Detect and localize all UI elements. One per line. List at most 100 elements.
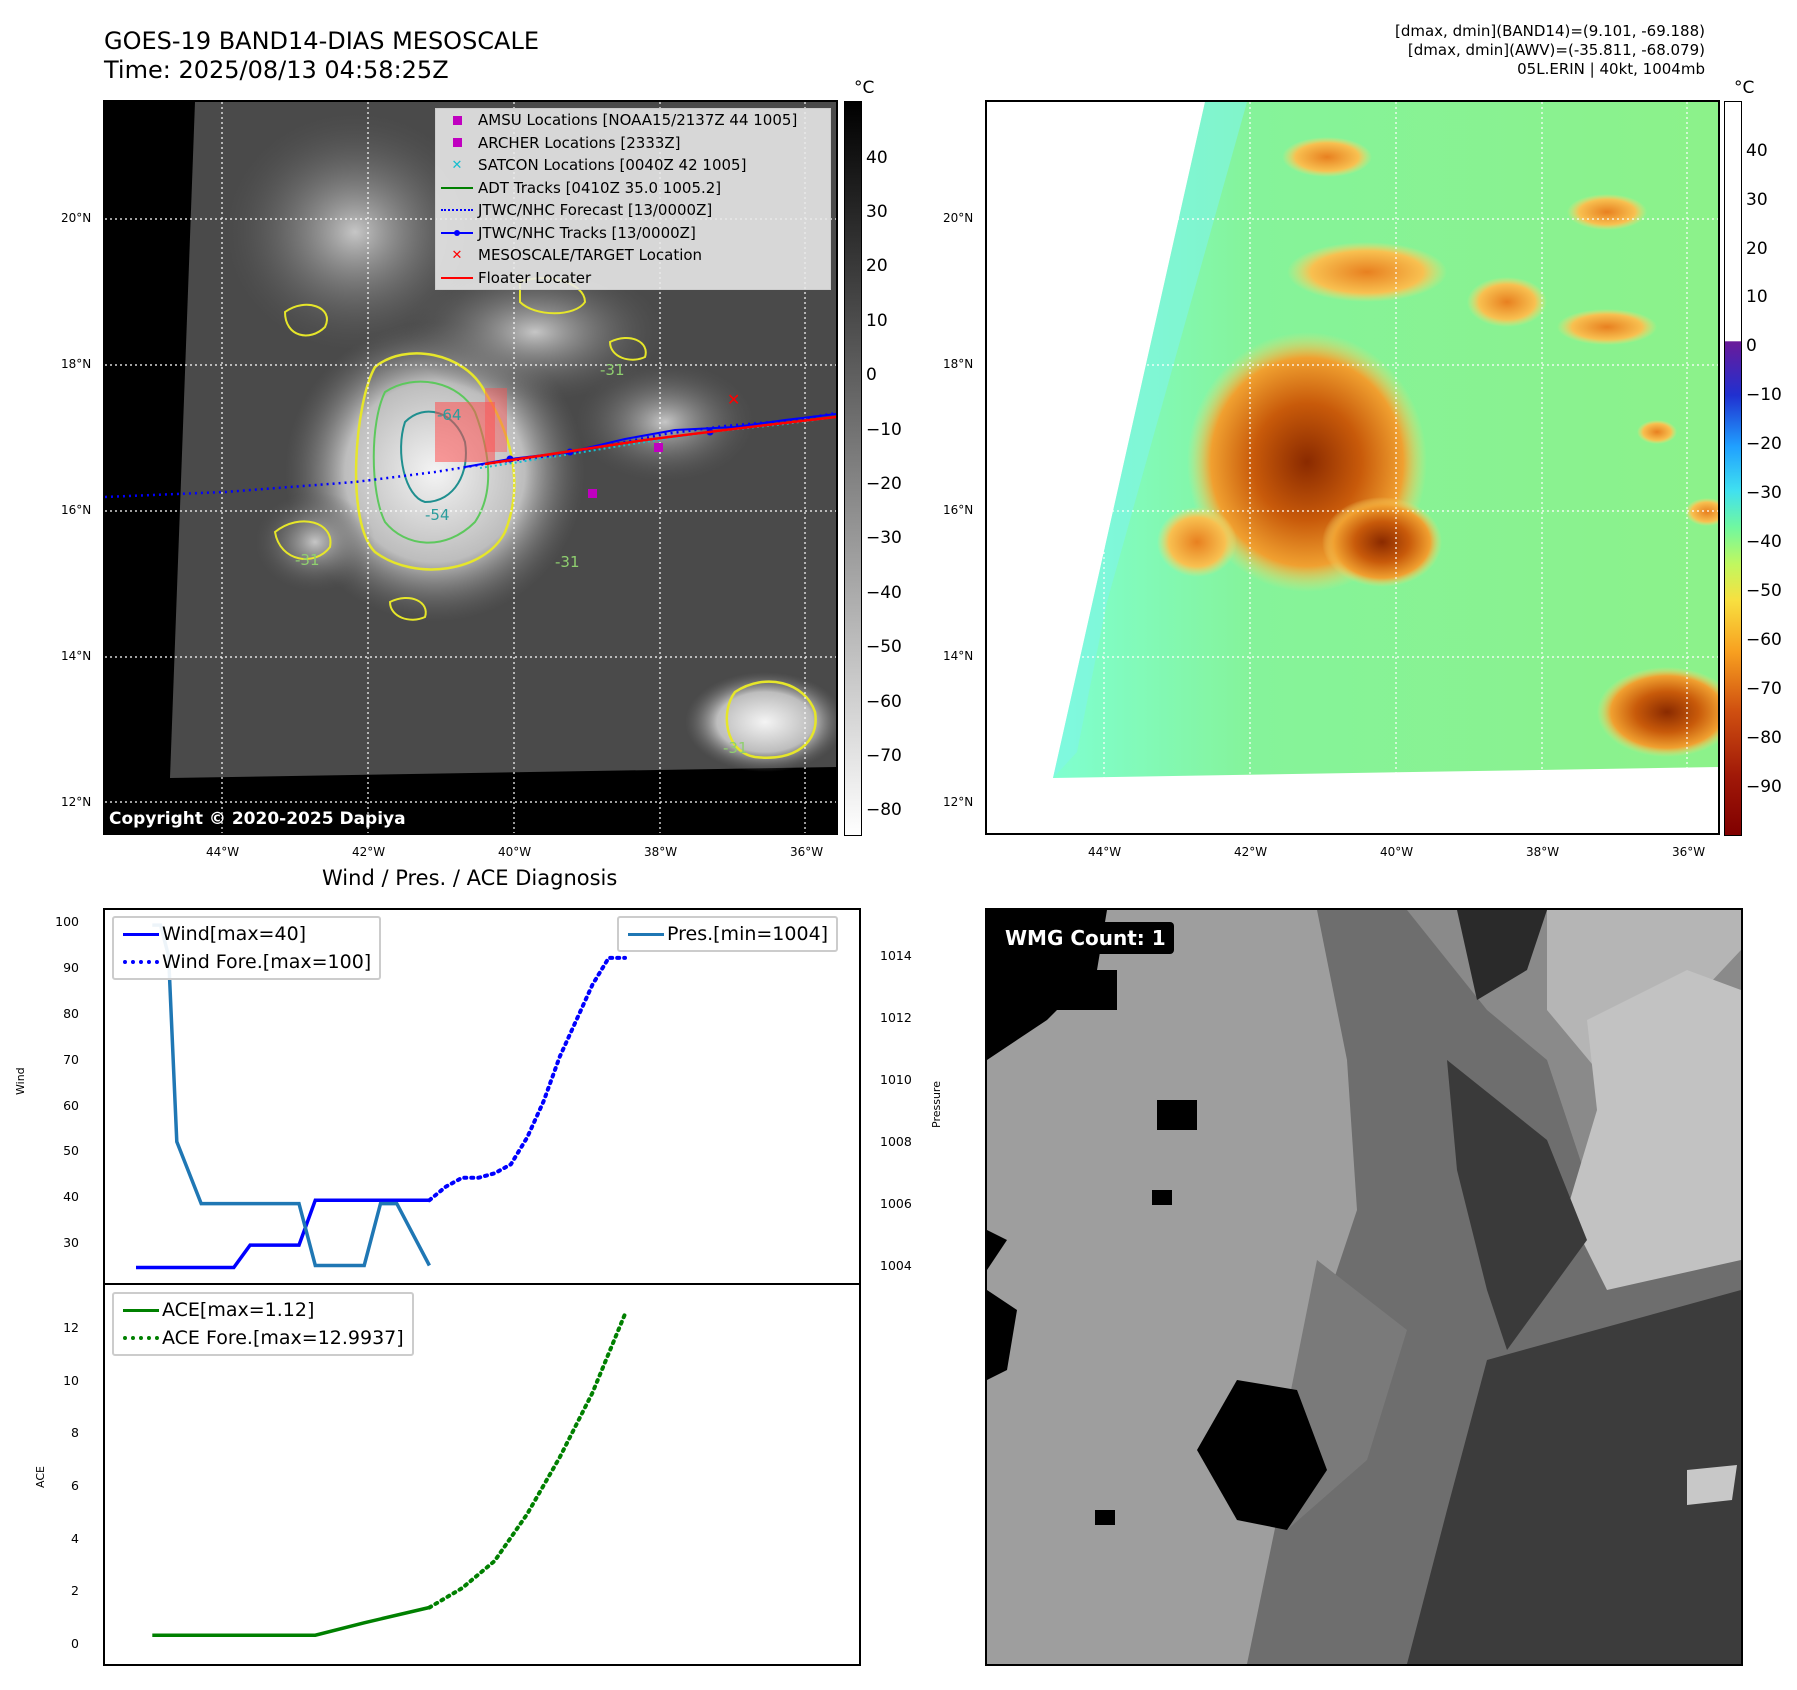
legend-item-adt: ADT Tracks [0410Z 35.0 1005.2] <box>436 177 830 200</box>
awv-colorbar-tick: −60 <box>1746 630 1782 650</box>
legend-item-ace-forecast: ACE Fore.[max=12.9937] <box>120 1324 404 1352</box>
diagnosis-title: Wind / Pres. / ACE Diagnosis <box>322 866 618 890</box>
wind-legend: Wind[max=40] Wind Fore.[max=100] <box>112 916 382 980</box>
ace-plot <box>152 1312 627 1637</box>
wind-axis-label: Wind <box>14 1067 27 1095</box>
awv-colorbar-tick: −50 <box>1746 581 1782 601</box>
ace-tick: 8 <box>71 1425 79 1440</box>
lat-tick: 12°N <box>61 795 92 809</box>
pressure-axis-label: Pressure <box>930 1081 943 1128</box>
wind-plot <box>136 955 627 1270</box>
wind-tick: 60 <box>63 1098 79 1113</box>
legend-x-marker: ✕ <box>451 247 463 263</box>
pressure-legend: Pres.[min=1004] <box>617 916 839 952</box>
ir-colorbar-tick: 40 <box>866 148 888 168</box>
ir-map-legend: AMSU Locations [NOAA15/2137Z 44 1005] AR… <box>435 108 831 290</box>
contour-label: -31 <box>600 361 625 379</box>
wind-tick: 70 <box>63 1052 79 1067</box>
ace-axis-label: ACE <box>34 1466 47 1488</box>
ir-colorbar-tick: −30 <box>866 528 902 548</box>
lat-tick: 16°N <box>61 503 92 517</box>
contour-label: -31 <box>555 553 580 571</box>
pressure-tick: 1012 <box>880 1010 912 1025</box>
awv-colorbar-tick: 30 <box>1746 190 1768 210</box>
awv-map-image <box>987 102 1718 833</box>
wmg-count-label: WMG Count: 1 <box>997 922 1174 954</box>
ir-map-panel[interactable]: ✕ -64 -54 -31 -31 -31 -31 Copyright © 20… <box>103 100 838 835</box>
lon-tick: 38°W <box>1526 845 1560 859</box>
info-line-3: 05L.ERIN | 40kt, 1004mb <box>1517 60 1705 78</box>
info-block: [dmax, dmin](BAND14)=(9.101, -69.188) [d… <box>1105 22 1705 79</box>
legend-item-satcon: ✕ SATCON Locations [0040Z 42 1005] <box>436 154 830 177</box>
lat-tick: 14°N <box>61 649 92 663</box>
ace-forecast-series-line <box>427 1312 627 1610</box>
legend-item-ace: ACE[max=1.12] <box>120 1296 404 1324</box>
lon-tick: 40°W <box>1380 845 1414 859</box>
wind-forecast-series-line <box>427 955 627 1203</box>
ir-colorbar-tick: −10 <box>866 420 902 440</box>
wind-series-line <box>136 1198 430 1270</box>
copyright-text: Copyright © 2020-2025 Dapiya <box>109 809 406 829</box>
lon-tick: 36°W <box>1672 845 1706 859</box>
diagnosis-chart <box>136 923 627 1637</box>
awv-colorbar-tick: −90 <box>1746 777 1782 797</box>
lon-tick: 42°W <box>352 845 386 859</box>
wmg-image <box>987 910 1741 1664</box>
ir-colorbar-tick: −50 <box>866 637 902 657</box>
ace-tick: 10 <box>63 1373 79 1388</box>
awv-colorbar-tick: −40 <box>1746 532 1782 552</box>
awv-colorbar-tick: 40 <box>1746 141 1768 161</box>
lat-tick: 20°N <box>61 211 92 225</box>
lat-tick: 12°N <box>943 795 974 809</box>
ir-colorbar-unit: °C <box>854 78 875 98</box>
legend-item-floater: Floater Locater <box>436 267 830 290</box>
lat-tick: 14°N <box>943 649 974 663</box>
legend-item-tracks: JTWC/NHC Tracks [13/0000Z] <box>436 222 830 245</box>
contour-label: -31 <box>295 551 320 569</box>
wind-tick: 90 <box>63 960 79 975</box>
ace-series-line <box>152 1605 430 1637</box>
ir-colorbar-tick: 10 <box>866 311 888 331</box>
pressure-tick: 1014 <box>880 948 912 963</box>
ir-colorbar <box>844 101 862 836</box>
wmg-panel[interactable]: WMG Count: 1 <box>985 908 1743 1666</box>
info-line-1: [dmax, dmin](BAND14)=(9.101, -69.188) <box>1394 22 1705 40</box>
legend-item-wind: Wind[max=40] <box>120 920 371 948</box>
awv-colorbar-tick: −80 <box>1746 728 1782 748</box>
legend-line-marker <box>120 932 162 936</box>
legend-dotted-marker <box>120 960 162 964</box>
wind-tick: 80 <box>63 1006 79 1021</box>
awv-colorbar-tick: −70 <box>1746 679 1782 699</box>
awv-map-panel[interactable] <box>985 100 1720 835</box>
awv-colorbar-tick: 10 <box>1746 287 1768 307</box>
contour-label: -64 <box>437 406 462 424</box>
legend-item-archer: ARCHER Locations [2333Z] <box>436 132 830 155</box>
lon-tick: 38°W <box>644 845 678 859</box>
pressure-tick: 1010 <box>880 1072 912 1087</box>
awv-colorbar-tick: −30 <box>1746 483 1782 503</box>
lat-tick: 20°N <box>943 211 974 225</box>
ir-colorbar-tick: −60 <box>866 692 902 712</box>
lon-tick: 36°W <box>790 845 824 859</box>
legend-dotted-marker <box>436 209 478 212</box>
svg-text:✕: ✕ <box>727 390 740 409</box>
ir-colorbar-tick: −20 <box>866 474 902 494</box>
ir-colorbar-tick: 0 <box>866 365 877 385</box>
lon-tick: 42°W <box>1234 845 1268 859</box>
awv-colorbar <box>1724 101 1742 836</box>
awv-colorbar-tick: 0 <box>1746 336 1757 356</box>
ace-tick: 2 <box>71 1583 79 1598</box>
lat-tick: 18°N <box>61 357 92 371</box>
pressure-tick: 1008 <box>880 1134 912 1149</box>
pressure-tick: 1004 <box>880 1258 912 1273</box>
legend-item-wind-forecast: Wind Fore.[max=100] <box>120 948 371 976</box>
awv-colorbar-tick: −10 <box>1746 385 1782 405</box>
lon-tick: 44°W <box>206 845 240 859</box>
legend-line-dot-marker <box>436 229 478 237</box>
lon-tick: 40°W <box>498 845 532 859</box>
legend-item-pressure: Pres.[min=1004] <box>625 920 828 948</box>
diagnosis-panel <box>103 908 861 1666</box>
ir-colorbar-tick: −40 <box>866 583 902 603</box>
ir-colorbar-tick: −80 <box>866 800 902 820</box>
legend-item-amsu: AMSU Locations [NOAA15/2137Z 44 1005] <box>436 109 830 132</box>
